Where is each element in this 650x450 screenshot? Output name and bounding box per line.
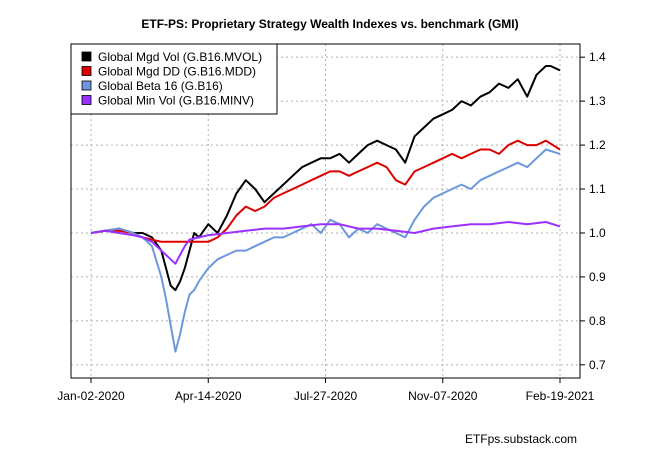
x-tick-label: Jul-27-2020 <box>294 389 358 403</box>
y-tick-label: 1.0 <box>589 226 606 240</box>
y-tick-label: 0.7 <box>589 358 606 372</box>
legend-entry: Global Mgd Vol (G.B16.MVOL) <box>98 50 262 64</box>
axes: Jan-02-2020 Apr-14-2020 Jul-27-2020 Nov-07-… <box>57 50 606 403</box>
source-credit: ETFps.substack.com <box>465 432 577 446</box>
x-tick-label: Nov-07-2020 <box>408 389 478 403</box>
series-line-2 <box>90 139 561 243</box>
legend-swatch <box>81 80 92 91</box>
series-line-3 <box>90 148 561 353</box>
series-line-4 <box>90 221 561 265</box>
series-lines <box>90 65 561 353</box>
y-tick-label: 0.9 <box>589 270 606 284</box>
y-tick-label: 1.2 <box>589 138 606 152</box>
y-tick-label: 1.4 <box>589 50 606 64</box>
x-tick-label: Jan-02-2020 <box>57 389 125 403</box>
legend: Global Mgd Vol (G.B16.MVOL)Global Mgd DD… <box>70 43 278 115</box>
y-tick-label: 1.1 <box>589 182 606 196</box>
y-tick-label: 0.8 <box>589 314 606 328</box>
x-tick-label: Apr-14-2020 <box>175 389 242 403</box>
legend-swatch <box>81 66 92 76</box>
legend-entry: Global Min Vol (G.B16.MINV) <box>98 94 254 108</box>
legend-entry: Global Mgd DD (G.B16.MDD) <box>98 65 256 79</box>
legend-swatch <box>81 95 92 105</box>
chart-title: ETF-PS: Proprietary Strategy Wealth Inde… <box>141 17 518 31</box>
legend-swatch <box>81 51 92 62</box>
legend-entry: Global Beta 16 (G.B16) <box>98 79 223 93</box>
series-line-1 <box>90 65 561 292</box>
legend-box <box>70 43 278 115</box>
y-tick-label: 1.3 <box>589 94 606 108</box>
x-tick-label: Feb-19-2021 <box>526 389 595 403</box>
